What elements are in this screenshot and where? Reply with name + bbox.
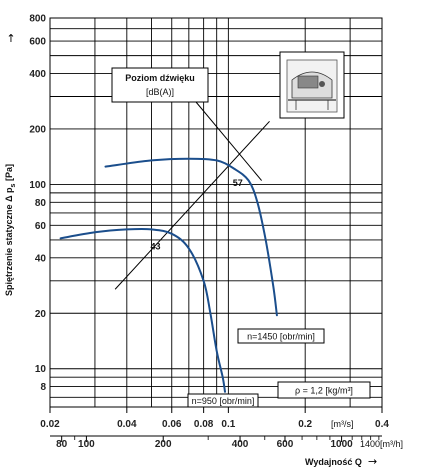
y-axis-arrow: ↑ [6,32,15,45]
x-tick-label: 0.06 [162,419,182,430]
x-m3h-tick-label: 400 [232,439,249,450]
x-m3h-tick-label: 80 [56,439,68,450]
svg-text:n=950 [obr/min]: n=950 [obr/min] [192,396,255,406]
y-tick-label: 20 [35,309,47,320]
x-tick-label: 0.02 [40,419,60,430]
x-m3h-tick-label: 600 [277,439,294,450]
y-tick-label: 600 [29,37,46,48]
x-tick-label: 0.1 [221,419,235,430]
svg-text:n=1450 [obr/min]: n=1450 [obr/min] [247,332,315,342]
x-tick-label: 0.2 [298,419,312,430]
sound-level-line [114,101,270,290]
x-axis-m3h-unit: 1400[m³/h] [360,439,403,449]
y-tick-label: 400 [29,69,46,80]
sound-level-value: 43 [151,241,161,251]
density-annotation: ρ = 1,2 [kg/m³] [277,381,371,399]
chart-grid [50,18,382,407]
sound-level-leader-line [195,101,263,181]
x-axis-arrow: → [368,455,377,468]
series-1450-curve [104,157,278,317]
x-axis-m3h: 80 100 200 400 600 1000 [56,436,380,450]
y-axis-title: Spiętrzenie statyczne Δ ps [Pa] [4,164,17,296]
y-tick-label: 40 [35,253,47,264]
sound-level-line-path [114,120,270,290]
sound-level-value: 57 [233,178,243,188]
svg-text:ρ = 1,2 [kg/m³]: ρ = 1,2 [kg/m³] [295,386,353,396]
y-tick-label: 80 [35,198,47,209]
y-tick-label: 10 [35,364,47,375]
x-tick-label: 0.08 [194,419,214,430]
sound-level-label-line2: [dB(A)] [146,87,174,97]
x-axis-title: Wydajność Q [305,457,362,467]
series-layer [59,157,278,393]
y-tick-label: 60 [35,221,47,232]
series-label-1450: n=1450 [obr/min] [237,328,325,344]
series-label-950: n=950 [obr/min] [187,393,259,408]
x-m3h-tick-label: 200 [155,439,172,450]
sound-level-legend-box: Poziom dźwięku [dB(A)] [111,67,209,103]
y-tick-label: 100 [29,180,46,191]
sound-level-values: 43 57 [151,178,243,251]
x-axis-m3s-unit: [m³/s] [331,419,354,429]
series-950-curve [59,227,226,393]
fan-diagram [279,51,345,119]
x-m3h-tick-label: 100 [78,439,95,450]
y-axis-ticks: 8 10 20 40 60 80 100 200 400 600 800 [29,14,46,394]
x-tick-label: 0.4 [375,419,389,430]
sound-level-label-line1: Poziom dźwięku [125,73,195,83]
x-axis-m3s: 0.02 0.04 0.06 0.08 0.1 0.2 0.4 [40,407,389,430]
x-m3h-tick-label: 1000 [330,439,353,450]
y-tick-label: 8 [40,382,46,393]
x-tick-label: 0.04 [117,419,137,430]
y-tick-label: 200 [29,124,46,135]
y-tick-label: 800 [29,14,46,25]
